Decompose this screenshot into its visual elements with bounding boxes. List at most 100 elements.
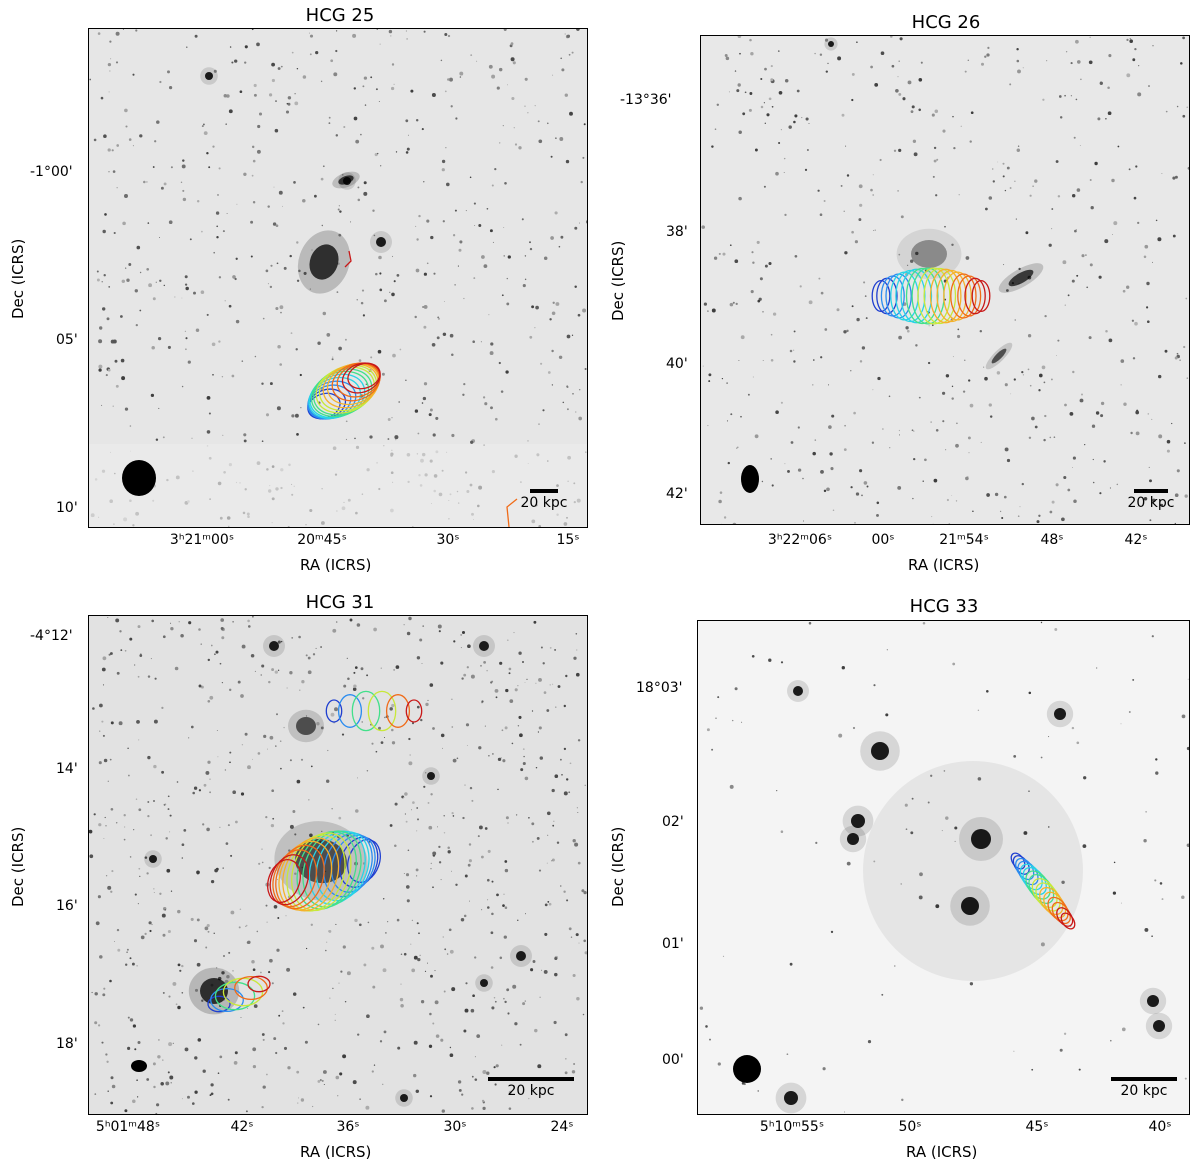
star [952, 356, 954, 358]
star [977, 709, 980, 711]
star [1120, 902, 1122, 904]
bright-star [851, 814, 865, 828]
star [375, 750, 378, 753]
star [395, 439, 397, 441]
star [305, 715, 308, 717]
star [528, 1097, 530, 1100]
star [560, 235, 564, 239]
star [858, 218, 862, 222]
star [452, 815, 455, 817]
star [455, 883, 458, 887]
star [549, 684, 551, 686]
star [416, 830, 418, 832]
star [1013, 755, 1017, 758]
star [254, 670, 256, 672]
star [184, 330, 187, 332]
star [360, 133, 362, 136]
star [738, 196, 742, 201]
star [98, 823, 102, 827]
star [387, 921, 389, 923]
star [164, 909, 166, 911]
star [182, 189, 185, 192]
star [866, 485, 869, 488]
star [120, 358, 125, 363]
star [265, 815, 268, 819]
star [898, 253, 901, 256]
star [420, 1000, 425, 1004]
star [391, 292, 395, 297]
star [1133, 196, 1137, 200]
star [441, 159, 446, 164]
star [268, 866, 271, 870]
star [912, 139, 917, 143]
star [582, 156, 585, 159]
star [102, 307, 106, 311]
star [426, 962, 429, 964]
star [846, 329, 849, 333]
star [865, 317, 868, 320]
star [251, 174, 254, 177]
star [262, 1085, 266, 1089]
star [432, 1022, 435, 1025]
star [967, 475, 969, 477]
star [935, 194, 938, 197]
star [872, 174, 874, 176]
star [218, 276, 222, 279]
star [957, 334, 961, 339]
star [370, 76, 373, 79]
star [486, 669, 488, 672]
star [918, 108, 921, 112]
star [997, 161, 999, 163]
star [309, 53, 312, 56]
star [405, 820, 408, 823]
star [1074, 229, 1077, 233]
star [1043, 438, 1046, 442]
contour [308, 830, 366, 905]
star [843, 330, 847, 334]
star [428, 1044, 433, 1048]
star [490, 406, 493, 410]
star [951, 494, 953, 496]
star [744, 91, 747, 94]
star [170, 627, 174, 631]
star [1016, 59, 1020, 63]
star [282, 1022, 285, 1025]
star [449, 1046, 452, 1049]
panel-title: HCG 33 [909, 596, 979, 617]
star [159, 80, 162, 84]
star [343, 684, 347, 688]
star [537, 731, 540, 733]
star [170, 890, 173, 892]
beam-ellipse [733, 1055, 761, 1083]
star [464, 1008, 469, 1013]
star [356, 777, 359, 779]
star [1079, 398, 1084, 403]
star [151, 346, 155, 350]
star [106, 317, 110, 321]
star [115, 384, 119, 388]
star [578, 416, 583, 421]
star [250, 654, 255, 658]
star [933, 146, 937, 150]
star [488, 314, 490, 316]
star [934, 109, 939, 114]
star [1144, 244, 1149, 249]
star [429, 1095, 433, 1098]
star [289, 824, 294, 829]
star [384, 716, 386, 719]
star [770, 65, 773, 68]
star [388, 29, 393, 34]
star [440, 879, 442, 881]
star [209, 695, 214, 700]
star [271, 668, 275, 672]
bright-star [1147, 995, 1159, 1007]
star [1081, 254, 1085, 258]
star [724, 54, 728, 57]
star [509, 699, 514, 703]
star [280, 767, 282, 770]
star [124, 108, 128, 113]
star [139, 309, 142, 312]
star [457, 265, 459, 267]
star [573, 1063, 576, 1065]
star [198, 628, 201, 631]
